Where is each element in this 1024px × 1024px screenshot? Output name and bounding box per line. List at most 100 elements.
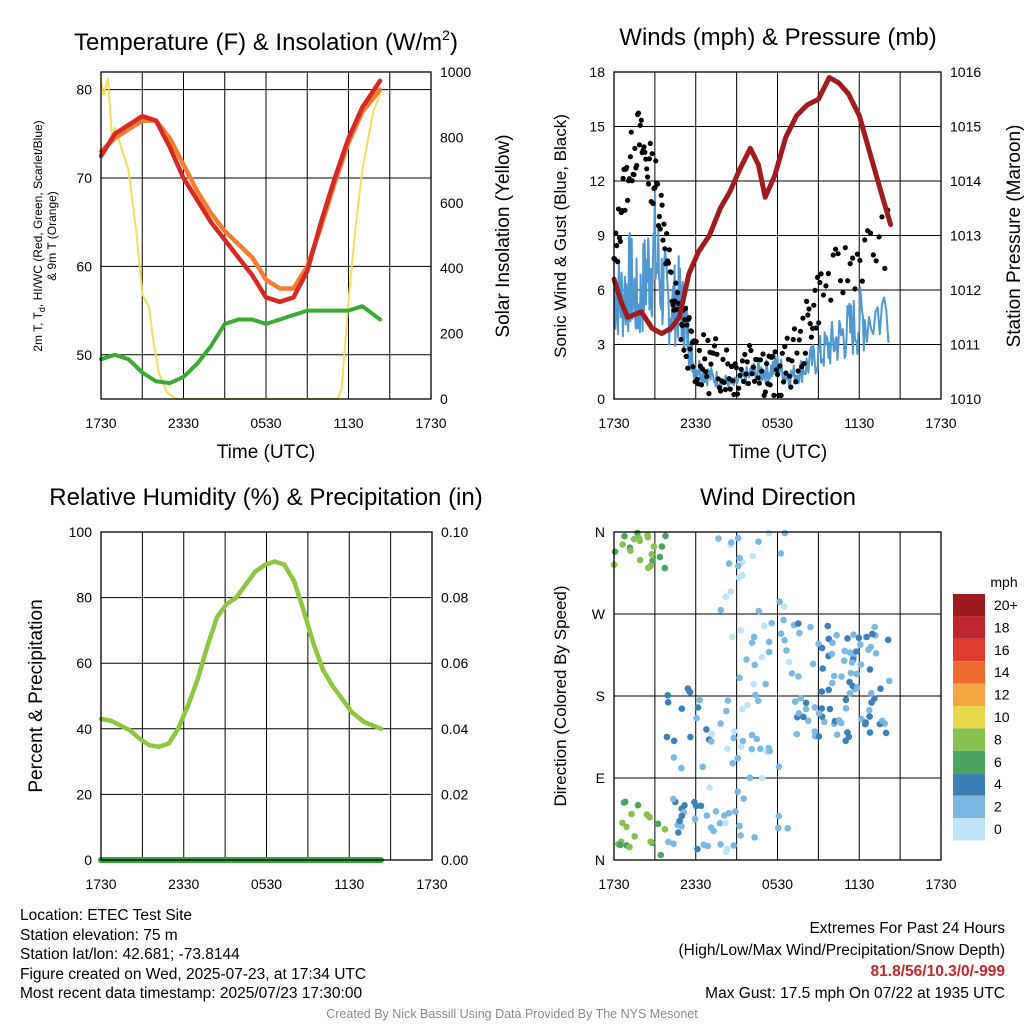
direction-point xyxy=(708,730,716,738)
gust-point xyxy=(760,351,766,357)
direction-point xyxy=(791,698,799,705)
direction-point xyxy=(724,697,732,704)
direction-point xyxy=(678,764,685,772)
gust-point xyxy=(645,181,652,187)
direction-point xyxy=(665,838,672,846)
direction-point xyxy=(852,648,860,655)
direction-point xyxy=(762,680,769,688)
gust-point xyxy=(657,226,663,232)
created-text: Figure created on Wed, 2025-07-23, at 17… xyxy=(20,965,367,983)
direction-point xyxy=(636,556,644,564)
legend-label: 10 xyxy=(994,709,1010,725)
y-tick-label: 600 xyxy=(440,195,464,211)
direction-point xyxy=(737,627,744,634)
gust-point xyxy=(617,238,624,244)
direction-point xyxy=(739,705,746,713)
direction-point xyxy=(833,731,841,738)
direction-y-ticks: N E S W N xyxy=(592,524,606,868)
gust-point xyxy=(784,335,790,341)
direction-point xyxy=(730,734,737,742)
direction-point xyxy=(628,810,635,818)
direction-point xyxy=(872,650,880,657)
direction-point xyxy=(882,729,890,737)
direction-point xyxy=(670,840,677,848)
gust-point xyxy=(782,343,788,350)
legend-label: 18 xyxy=(994,619,1010,635)
gust-point xyxy=(755,375,761,381)
insolation-y-label: Solar Insolation (Yellow) xyxy=(493,134,514,337)
direction-point xyxy=(878,717,886,725)
direction-point xyxy=(868,699,875,706)
gust-point xyxy=(682,317,688,323)
extremes-description: (High/Low/Max Wind/Precipitation/Snow De… xyxy=(678,941,1006,959)
legend-label: 14 xyxy=(994,664,1010,680)
direction-point xyxy=(781,637,788,644)
y-tick-label: 0.04 xyxy=(441,721,468,737)
direction-point xyxy=(765,529,773,537)
direction-point xyxy=(635,534,643,542)
gust-point xyxy=(764,361,770,367)
direction-point xyxy=(815,733,823,740)
direction-point xyxy=(657,851,665,859)
winds-y-ticks: 0 3 6 9 12 15 18 xyxy=(589,64,605,407)
direction-point xyxy=(846,678,853,686)
direction-point xyxy=(650,543,658,550)
direction-point xyxy=(755,607,763,615)
direction-point xyxy=(715,535,722,542)
max-gust-text: Max Gust: 17.5 mph On 07/22 at 1935 UTC xyxy=(705,984,1005,1002)
temperature-title: Temperature (F) & Insolation (W/m2) xyxy=(74,27,458,56)
gust-point xyxy=(688,328,695,334)
credit-text: Created By Nick Bassill Using Data Provi… xyxy=(326,1007,698,1021)
temperature-x-ticks: 1730 2330 0530 1130 1730 xyxy=(85,415,446,431)
direction-point xyxy=(748,745,756,753)
gust-point xyxy=(632,145,638,151)
gust-point xyxy=(852,286,858,292)
direction-point xyxy=(775,824,782,832)
direction-point xyxy=(844,635,851,642)
direction-point xyxy=(739,737,747,745)
gust-point xyxy=(644,166,650,172)
gust-point xyxy=(679,323,686,329)
direction-point xyxy=(696,696,703,704)
direction-point xyxy=(661,826,669,833)
direction-point xyxy=(670,754,678,761)
direction-point xyxy=(661,564,669,572)
y-tick-label: 1016 xyxy=(950,64,981,80)
gust-point xyxy=(840,290,846,296)
direction-point xyxy=(833,631,840,639)
direction-point xyxy=(765,638,773,646)
direction-point xyxy=(631,833,638,840)
gust-point xyxy=(629,178,635,184)
direction-point xyxy=(734,788,741,795)
y-tick-label: 100 xyxy=(69,524,93,540)
direction-point xyxy=(838,673,845,680)
gust-point xyxy=(801,360,807,367)
gust-point xyxy=(660,237,666,243)
gust-point xyxy=(811,302,817,308)
gust-point xyxy=(656,213,663,220)
x-tick-label: 1130 xyxy=(844,876,874,892)
direction-point xyxy=(777,550,785,557)
y-tick-label: 200 xyxy=(440,326,464,342)
gust-point xyxy=(681,347,687,353)
legend-title: mph xyxy=(990,574,1017,590)
direction-point xyxy=(736,674,743,682)
y-tick-label: 0.00 xyxy=(441,852,468,868)
direction-point xyxy=(664,699,672,706)
legend-label: 8 xyxy=(994,731,1002,747)
direction-point xyxy=(691,815,699,823)
gust-point xyxy=(684,322,690,328)
gust-point xyxy=(624,164,630,171)
extremes-title: Extremes For Past 24 Hours xyxy=(809,920,1005,937)
direction-point xyxy=(722,819,729,827)
direction-point xyxy=(649,557,656,564)
direction-point xyxy=(818,688,825,695)
direction-point xyxy=(796,629,803,637)
direction-point xyxy=(725,560,733,567)
gust-point xyxy=(830,252,836,258)
gust-point xyxy=(649,151,655,157)
gust-point xyxy=(751,378,758,384)
direction-point xyxy=(842,705,850,712)
y-tick-label: W xyxy=(592,606,606,622)
